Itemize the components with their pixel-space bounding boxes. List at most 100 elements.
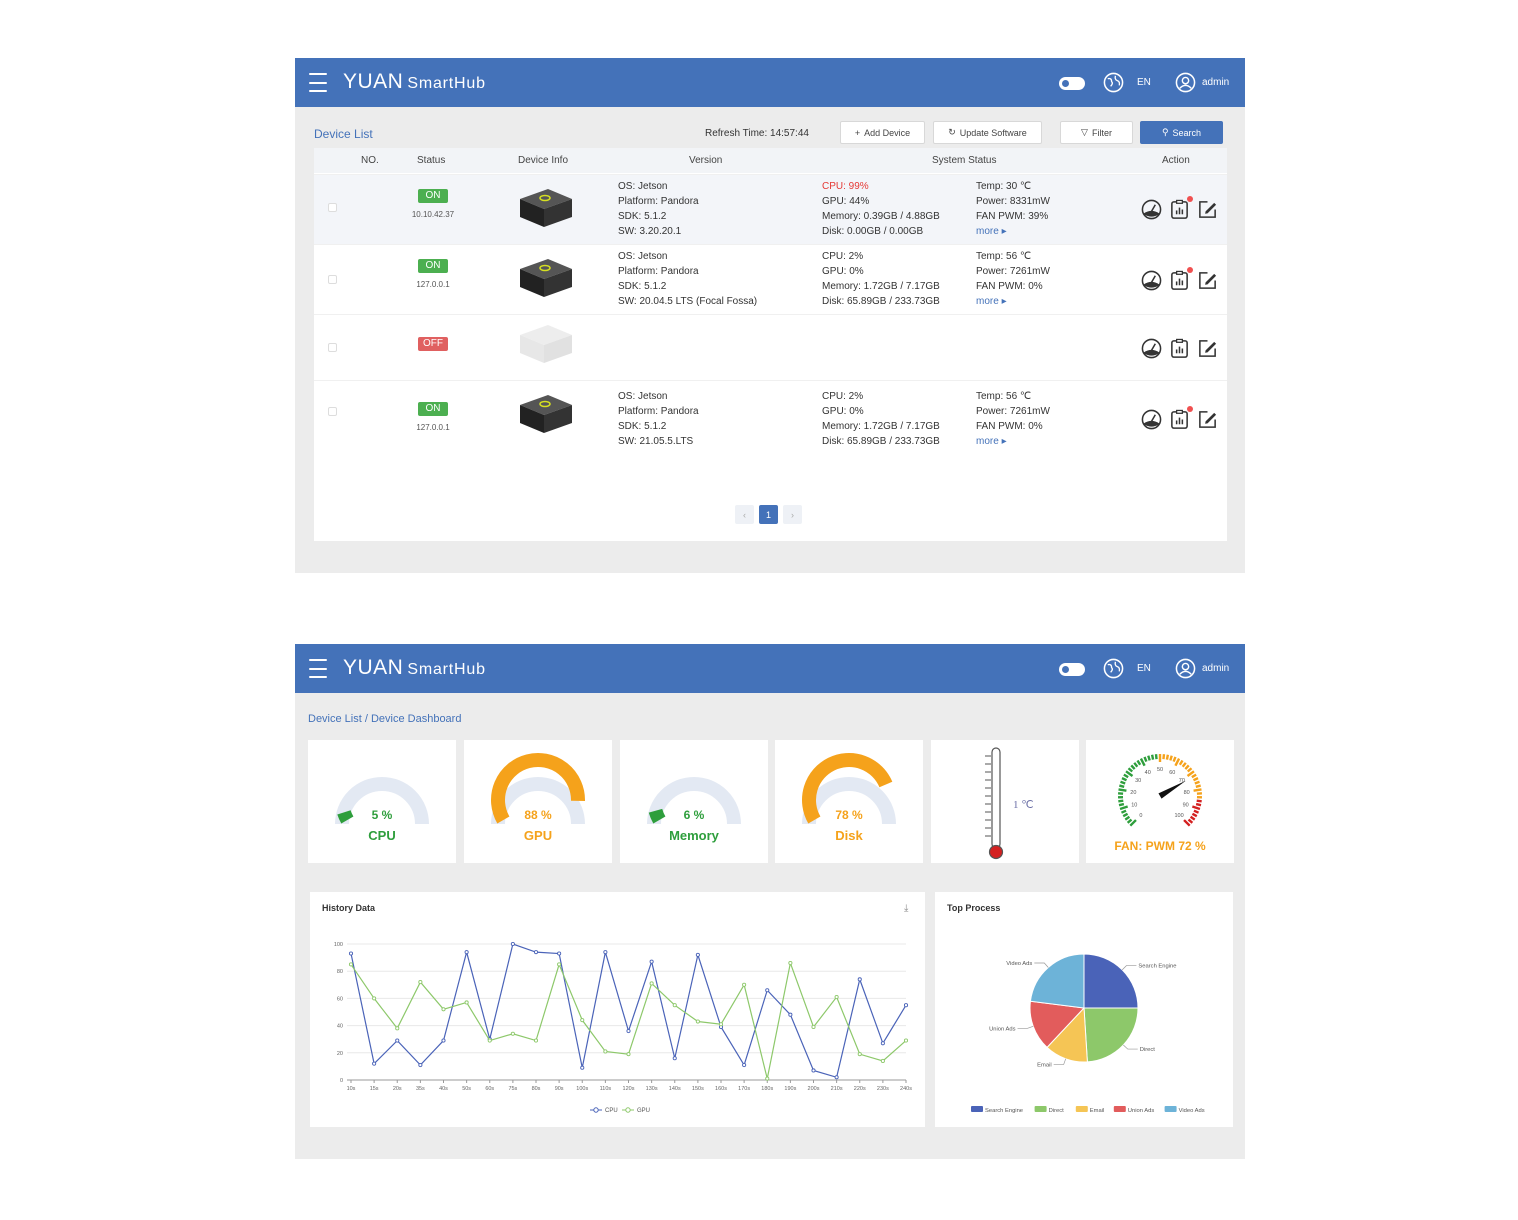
table-header: NO. Status Device Info Version System St… xyxy=(314,148,1227,173)
system-status-info: CPU: 2% GPU: 0% Memory: 1.72GB / 7.17GB Dis… xyxy=(822,391,940,447)
row-checkbox[interactable] xyxy=(328,275,337,284)
fan-tick xyxy=(1126,818,1133,824)
data-point xyxy=(441,1038,446,1043)
fan-gauge-card: 0 10 20 30 40 50 60 70 80 90 100 FAN: PWM 72 % xyxy=(1086,740,1234,863)
language-selector[interactable]: EN xyxy=(1137,77,1151,88)
report-icon[interactable] xyxy=(1169,338,1190,359)
fan-tick xyxy=(1129,819,1137,827)
table-row[interactable]: OFF xyxy=(314,314,1227,380)
pie-label: Search Engine xyxy=(1138,964,1176,970)
fan-tick xyxy=(1186,770,1195,777)
globe-icon[interactable] xyxy=(1103,72,1124,93)
edit-icon[interactable] xyxy=(1197,409,1218,430)
fan-tick xyxy=(1191,805,1201,811)
device-ip: 127.0.0.1 xyxy=(416,423,450,432)
x-tick-label: 120s xyxy=(623,1086,635,1092)
temperature-value: 1 ℃ xyxy=(1013,799,1034,811)
data-point xyxy=(857,977,862,982)
legend-label: Search Engine xyxy=(985,1108,1023,1114)
row-checkbox[interactable] xyxy=(328,343,337,352)
memory-label: Memory xyxy=(669,828,719,843)
more-link[interactable]: more ▸ xyxy=(976,226,1007,237)
add-device-button[interactable]: + Add Device xyxy=(840,121,925,144)
top-process-card: Top Process Search Engine Direct Email Unio… xyxy=(935,892,1233,1127)
row-checkbox[interactable] xyxy=(328,407,337,416)
y-tick-label: 20 xyxy=(337,1051,343,1057)
fan-tick xyxy=(1187,818,1194,824)
disk-value: 78 % xyxy=(835,808,863,822)
user-icon[interactable] xyxy=(1175,72,1196,93)
fan-tick xyxy=(1127,767,1134,773)
fan-tick xyxy=(1193,809,1200,814)
history-chart-card: History Data ⤓ 0 20 40 60 80 100 10s 15s 20s 35s 4… xyxy=(310,892,925,1127)
language-selector[interactable]: EN xyxy=(1137,663,1151,674)
table-row[interactable]: ON 127.0.0.1 OS: Jetson Platform: Pandora… xyxy=(314,380,1227,450)
disk-gauge-card: 78 % Disk xyxy=(775,740,923,863)
globe-icon[interactable] xyxy=(1103,658,1124,679)
device-image xyxy=(516,321,576,367)
dashboard-icon[interactable] xyxy=(1141,409,1162,430)
more-link[interactable]: more ▸ xyxy=(976,296,1007,307)
legend-swatch xyxy=(1075,1106,1088,1112)
fan-tick xyxy=(1122,812,1129,818)
pie-slice xyxy=(1083,953,1139,1009)
filter-button[interactable]: ▽ Filter xyxy=(1060,121,1133,144)
update-software-button[interactable]: ↻ Update Software xyxy=(933,121,1042,144)
temperature-card: 1 ℃ xyxy=(931,740,1079,863)
legend-label: Email xyxy=(1090,1108,1105,1114)
fan-tick xyxy=(1174,758,1181,767)
legend-label: Direct xyxy=(1049,1108,1065,1114)
report-icon[interactable] xyxy=(1169,196,1193,220)
fan-tick xyxy=(1193,788,1202,792)
theme-toggle[interactable] xyxy=(1059,77,1085,90)
cpu-value: 5 % xyxy=(371,808,393,822)
username[interactable]: admin xyxy=(1202,663,1230,674)
dashboard-icon[interactable] xyxy=(1141,199,1162,220)
data-point xyxy=(811,1024,816,1030)
x-tick-label: 240s xyxy=(900,1086,912,1092)
status-badge: ON xyxy=(418,402,448,416)
data-point xyxy=(603,1049,608,1054)
breadcrumb[interactable]: Device List / Device Dashboard xyxy=(308,713,462,725)
menu-icon[interactable] xyxy=(309,73,327,92)
row-checkbox[interactable] xyxy=(328,203,337,212)
prev-page-button[interactable]: ‹ xyxy=(735,505,754,524)
username[interactable]: admin xyxy=(1202,77,1230,88)
fan-tick xyxy=(1136,759,1142,766)
x-tick-label: 100s xyxy=(576,1086,588,1092)
theme-toggle[interactable] xyxy=(1059,663,1085,676)
edit-icon[interactable] xyxy=(1197,270,1218,291)
report-icon[interactable] xyxy=(1169,406,1193,430)
fan-tick xyxy=(1139,758,1146,767)
download-icon[interactable]: ⤓ xyxy=(904,903,909,914)
page-1-button[interactable]: 1 xyxy=(759,505,778,524)
fan-tick xyxy=(1181,762,1187,768)
fan-tick xyxy=(1178,759,1184,766)
pie-label-line xyxy=(1123,1044,1138,1050)
data-point xyxy=(834,994,839,1000)
data-point xyxy=(649,959,654,964)
user-icon[interactable] xyxy=(1175,658,1196,679)
version-info: OS: Jetson Platform: Pandora SDK: 5.1.2 SW:… xyxy=(618,181,699,237)
x-tick-label: 90s xyxy=(555,1086,564,1092)
edit-icon[interactable] xyxy=(1197,199,1218,220)
refresh-icon: ↻ xyxy=(948,127,956,137)
x-tick-label: 200s xyxy=(808,1086,820,1092)
fan-tick xyxy=(1195,802,1202,807)
dashboard-icon[interactable] xyxy=(1141,338,1162,359)
search-button[interactable]: ⚲ Search xyxy=(1140,121,1223,144)
system-status-extra: Temp: 30 ℃ Power: 8331mW FAN PWM: 39% more … xyxy=(976,181,1050,237)
top-bar: YUAN SmartHub EN admin xyxy=(295,58,1245,107)
menu-icon[interactable] xyxy=(309,659,327,678)
gauge-fill-arc xyxy=(648,808,666,824)
data-point xyxy=(765,988,770,993)
more-link[interactable]: more ▸ xyxy=(976,436,1007,447)
next-page-button[interactable]: › xyxy=(783,505,802,524)
table-row[interactable]: ON 10.10.42.37 OS: Jetson Platform: Pando… xyxy=(314,174,1227,244)
dashboard-icon[interactable] xyxy=(1141,270,1162,291)
table-row[interactable]: ON 127.0.0.1 OS: Jetson Platform: Pandora… xyxy=(314,244,1227,314)
report-icon[interactable] xyxy=(1169,267,1193,291)
data-point xyxy=(464,950,469,955)
edit-icon[interactable] xyxy=(1197,338,1218,359)
fan-tick xyxy=(1192,777,1199,782)
